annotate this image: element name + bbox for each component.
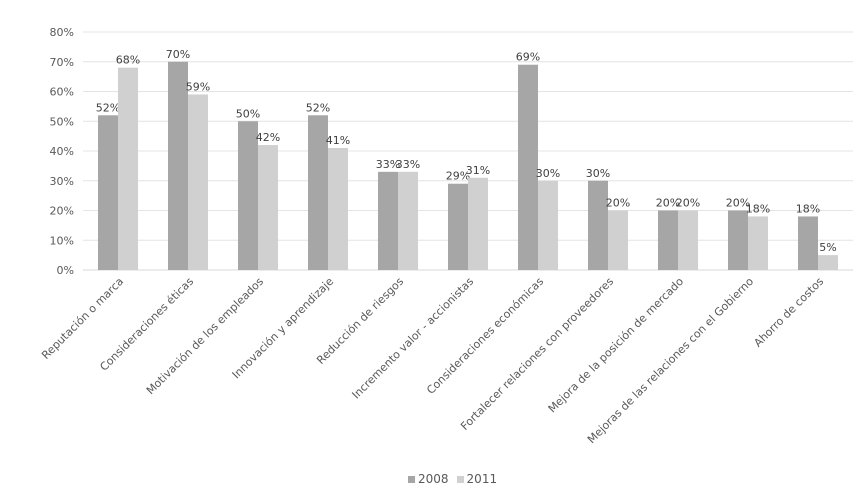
data-label-2008: 52% — [96, 101, 120, 114]
data-label-2011: 41% — [326, 134, 350, 147]
bar-2011 — [748, 216, 768, 270]
y-tick-label: 50% — [50, 115, 74, 128]
data-label-2011: 20% — [606, 197, 630, 210]
data-label-2008: 18% — [796, 202, 820, 215]
bar-2011 — [258, 145, 278, 270]
y-tick-label: 20% — [50, 205, 74, 218]
data-label-2011: 5% — [819, 241, 836, 254]
bar-2011 — [678, 210, 698, 270]
data-label-2011: 33% — [396, 158, 420, 171]
category-label: Fortalecer relaciones con proveedores — [458, 275, 616, 433]
legend-item-2011: 2011 — [456, 472, 498, 486]
data-label-2008: 52% — [306, 101, 330, 114]
legend-swatch-2008 — [408, 475, 415, 483]
data-label-2008: 69% — [516, 51, 540, 64]
y-tick-label: 0% — [57, 264, 74, 277]
data-label-2008: 30% — [586, 167, 610, 180]
bar-2008 — [518, 64, 538, 270]
bar-2008 — [168, 61, 188, 270]
bar-2011 — [538, 180, 558, 270]
legend-item-2008: 2008 — [408, 472, 449, 486]
data-label-2011: 20% — [676, 197, 700, 210]
category-label: Incremento valor - accionistas — [350, 275, 477, 402]
bar-2011 — [818, 255, 838, 270]
data-label-2008: 50% — [236, 107, 260, 120]
data-label-2008: 20% — [726, 197, 750, 210]
data-label-2008: 20% — [656, 197, 680, 210]
data-label-2011: 31% — [466, 164, 490, 177]
y-tick-label: 10% — [50, 234, 74, 247]
bar-2008 — [98, 115, 118, 270]
y-tick-label: 30% — [50, 175, 74, 188]
category-label: Motivación de los empleados — [144, 275, 266, 397]
category-label: Mejoras de las relaciones con el Gobiern… — [585, 275, 756, 446]
bar-2011 — [398, 171, 418, 270]
category-label: Mejora de la posición de mercado — [546, 275, 687, 416]
bar-2011 — [328, 148, 348, 270]
category-label: Consideraciones económicas — [424, 275, 546, 397]
legend-swatch-2011 — [456, 475, 464, 483]
data-label-2011: 30% — [536, 167, 560, 180]
bar-2011 — [188, 94, 208, 270]
legend: 2008 2011 — [408, 472, 505, 486]
y-tick-label: 70% — [50, 56, 74, 69]
bar-2008 — [238, 121, 258, 270]
bar-2008 — [448, 183, 468, 270]
bar-2008 — [798, 216, 818, 270]
data-label-2008: 29% — [446, 170, 470, 183]
data-label-2011: 18% — [746, 202, 770, 215]
bar-2008 — [308, 115, 328, 270]
bar-2011 — [468, 177, 488, 270]
y-tick-label: 60% — [50, 86, 74, 99]
bar-2011 — [118, 67, 138, 270]
bar-2008 — [728, 210, 748, 270]
data-label-2008: 33% — [376, 158, 400, 171]
y-tick-label: 80% — [50, 26, 74, 39]
bar-2008 — [588, 180, 608, 270]
data-label-2011: 59% — [186, 80, 210, 93]
legend-label-2008: 2008 — [418, 472, 449, 486]
data-label-2008: 70% — [166, 48, 190, 61]
bar-2008 — [378, 171, 398, 270]
legend-label-2011: 2011 — [466, 472, 498, 486]
data-label-2011: 42% — [256, 131, 280, 144]
data-label-2011: 68% — [116, 54, 140, 67]
category-label: Ahorro de costos — [751, 275, 826, 350]
y-tick-label: 40% — [50, 145, 74, 158]
bar-2011 — [608, 210, 628, 270]
bar-2008 — [658, 210, 678, 270]
